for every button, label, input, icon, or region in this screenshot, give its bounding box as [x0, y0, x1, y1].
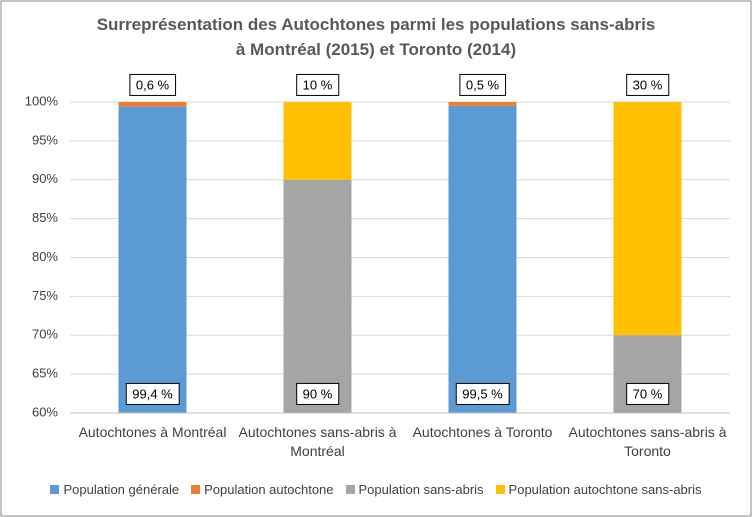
- bar-segment: [283, 179, 352, 413]
- data-label-box: [125, 382, 180, 405]
- data-label: 0,6 %: [136, 77, 170, 92]
- legend-label: Population autochtone: [204, 482, 334, 497]
- x-tick-label: Autochtones à Montréal: [78, 424, 227, 440]
- y-tick-label: 100%: [25, 93, 59, 108]
- x-tick-label: Autochtones sans-abris à Toronto: [568, 424, 727, 459]
- y-tick-label: 75%: [32, 288, 58, 303]
- legend-swatch: [50, 485, 60, 494]
- data-label-box: [129, 73, 177, 96]
- data-label-box: [459, 73, 507, 96]
- data-label: 0,5 %: [466, 77, 500, 92]
- y-tick-label: 80%: [32, 249, 58, 264]
- legend-item: Population sans-abris: [345, 482, 484, 497]
- data-label: 99,5 %: [462, 386, 503, 401]
- x-tick-label: Autochtones à Toronto: [412, 424, 553, 440]
- y-tick-label: 60%: [32, 404, 58, 419]
- data-label: 90 %: [303, 386, 333, 401]
- bar-segment: [448, 105, 517, 413]
- legend-swatch: [191, 485, 201, 494]
- legend-label: Population sans-abris: [358, 482, 484, 497]
- bar-segment: [283, 102, 352, 180]
- y-tick-label: 65%: [32, 366, 58, 381]
- bar-segment: [118, 102, 187, 107]
- legend: Population générale Population autochtone…: [0, 482, 752, 497]
- y-tick-label: 85%: [32, 210, 58, 225]
- data-label: 30 %: [633, 77, 663, 92]
- legend-swatch: [495, 485, 505, 494]
- legend-item: Population autochtone: [191, 482, 334, 497]
- legend-label: Population générale: [63, 482, 180, 497]
- data-label-box: [626, 382, 670, 405]
- legend-label: Population autochtone sans-abris: [508, 482, 702, 497]
- data-label: 10 %: [303, 77, 333, 92]
- legend-item: Population générale: [50, 482, 179, 497]
- legend-item: Population autochtone sans-abris: [495, 482, 702, 497]
- y-tick-label: 95%: [32, 132, 58, 147]
- bar-segment: [118, 106, 187, 413]
- data-label-box: [296, 382, 340, 405]
- chart-title: Surreprésentation des Autochtones parmi …: [96, 15, 656, 59]
- y-tick-label: 90%: [32, 171, 58, 186]
- data-label-box: [626, 73, 670, 96]
- bar-segment: [613, 102, 682, 336]
- data-label-box: [455, 382, 510, 405]
- bar-segment: [448, 102, 517, 106]
- data-label: 70 %: [633, 386, 663, 401]
- legend-swatch: [345, 485, 355, 494]
- data-label-box: [296, 73, 340, 96]
- data-label: 99,4 %: [132, 386, 173, 401]
- x-tick-label: Autochtones sans-abris à Montréal: [238, 424, 397, 459]
- y-tick-label: 70%: [32, 327, 58, 342]
